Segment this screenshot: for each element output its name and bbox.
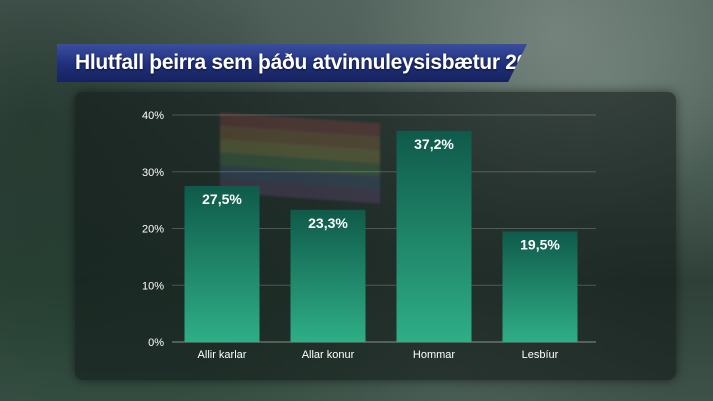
x-tick-label: Hommar	[413, 349, 456, 361]
bar-value-label: 19,5%	[520, 236, 560, 252]
value-labels: 27,5% 23,3% 37,2% 19,5%	[202, 136, 560, 252]
bar-value-label: 23,3%	[308, 215, 348, 231]
y-axis-ticks: 0% 10% 20% 30% 40%	[142, 110, 164, 349]
x-tick-label: Lesbíur	[522, 349, 559, 361]
x-tick-label: Allir karlar	[198, 349, 247, 361]
bar	[290, 209, 366, 342]
bar-value-label: 37,2%	[414, 136, 454, 152]
x-axis-labels: Allir karlar Allar konur Hommar Lesbíur	[198, 349, 559, 361]
y-tick-label: 20%	[142, 224, 164, 236]
bar	[396, 130, 472, 342]
bar	[502, 231, 578, 342]
y-tick-label: 10%	[142, 280, 164, 292]
bar	[184, 185, 260, 342]
title-banner: Hlutfall þeirra sem þáðu atvinnuleysisbæ…	[57, 44, 527, 82]
page-title: Hlutfall þeirra sem þáðu atvinnuleysisbæ…	[75, 51, 551, 74]
y-tick-label: 0%	[148, 337, 164, 349]
bar-value-label: 27,5%	[202, 191, 242, 207]
y-tick-label: 40%	[142, 110, 164, 122]
x-tick-label: Allar konur	[302, 349, 355, 361]
y-tick-label: 30%	[142, 167, 164, 179]
bars	[184, 130, 578, 342]
